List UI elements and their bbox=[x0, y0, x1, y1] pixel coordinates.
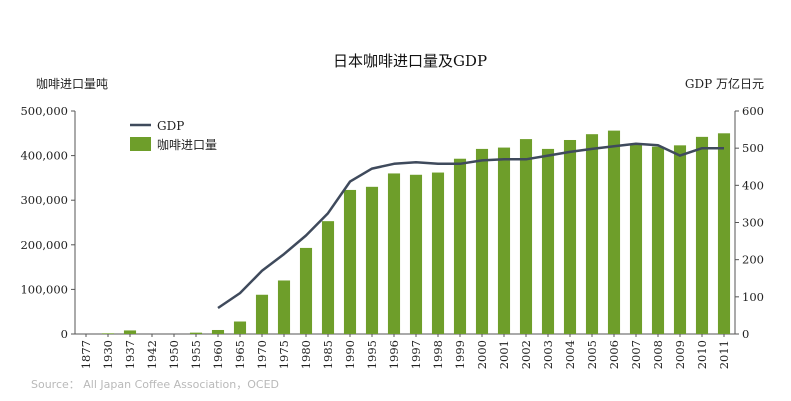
left-tick-label: 300,000 bbox=[20, 193, 68, 207]
x-tick-label: 2011 bbox=[717, 340, 731, 369]
import-bar bbox=[541, 148, 555, 334]
import-bar bbox=[475, 148, 489, 334]
x-tick-label: 1996 bbox=[387, 340, 401, 369]
import-bar bbox=[519, 139, 533, 334]
x-tick-label: 2007 bbox=[629, 340, 643, 369]
import-bar bbox=[365, 186, 379, 334]
import-bar bbox=[695, 136, 709, 334]
gdp-line bbox=[217, 142, 724, 310]
x-tick-label: 1970 bbox=[255, 340, 269, 369]
source-note: Source： All Japan Coffee Association，OCE… bbox=[31, 378, 279, 391]
import-bar bbox=[101, 333, 115, 334]
right-tick-label: 500 bbox=[742, 141, 764, 155]
import-bar bbox=[233, 321, 247, 334]
right-tick-label: 200 bbox=[742, 253, 764, 267]
import-bar bbox=[607, 130, 621, 334]
left-tick-label: 0 bbox=[61, 327, 68, 341]
import-bar bbox=[497, 147, 511, 334]
x-tick-label: 2003 bbox=[541, 340, 555, 369]
import-bar bbox=[629, 144, 643, 334]
import-bar bbox=[321, 221, 335, 334]
right-tick-label: 600 bbox=[742, 104, 764, 118]
x-tick-label: 1995 bbox=[365, 340, 379, 369]
import-bar bbox=[673, 145, 687, 334]
right-tick-label: 300 bbox=[742, 216, 764, 230]
import-bar bbox=[453, 158, 467, 334]
x-tick-label: 2010 bbox=[695, 340, 709, 369]
chart-title: 日本咖啡进口量及GDP bbox=[333, 52, 487, 70]
x-tick-label: 2001 bbox=[497, 340, 511, 369]
right-tick-label: 400 bbox=[742, 178, 764, 192]
import-bar bbox=[387, 173, 401, 334]
import-bar bbox=[717, 133, 731, 334]
x-tick-label: 1937 bbox=[123, 340, 137, 369]
legend-import-label: 咖啡进口量 bbox=[157, 137, 217, 152]
right-tick-label: 100 bbox=[742, 290, 764, 304]
x-tick-label: 2008 bbox=[651, 340, 665, 369]
import-bar bbox=[343, 189, 357, 334]
x-tick-label: 1960 bbox=[211, 340, 225, 369]
x-tick-label: 1998 bbox=[431, 340, 445, 369]
x-tick-label: 2004 bbox=[563, 340, 577, 369]
left-axis-label: 咖啡进口量吨 bbox=[36, 76, 108, 91]
legend-import-swatch bbox=[130, 137, 151, 151]
plot-area: 0 100,000 200,000 300,000 400,000 500,000 0 100… bbox=[20, 104, 764, 369]
x-tick-label: 2002 bbox=[519, 340, 533, 369]
import-bar bbox=[409, 174, 423, 334]
import-bar bbox=[255, 294, 269, 334]
x-tick-label: 1999 bbox=[453, 340, 467, 369]
import-bar bbox=[189, 332, 203, 334]
x-tick-label: 2006 bbox=[607, 340, 621, 369]
left-tick-label: 400,000 bbox=[20, 149, 68, 163]
x-tick-label: 1975 bbox=[277, 340, 291, 369]
x-tick-label: 1990 bbox=[343, 340, 357, 369]
x-tick-label: 1980 bbox=[299, 340, 313, 369]
x-tick-label: 1942 bbox=[145, 340, 159, 369]
x-tick-label: 2000 bbox=[475, 340, 489, 369]
import-bar bbox=[123, 330, 137, 334]
import-bar bbox=[585, 134, 599, 334]
x-tick-label: 1997 bbox=[409, 340, 423, 369]
x-tick-label: 1877 bbox=[79, 340, 93, 369]
left-tick-label: 500,000 bbox=[20, 104, 68, 118]
legend-gdp-label: GDP bbox=[157, 119, 184, 133]
x-tick-label: 2009 bbox=[673, 340, 687, 369]
x-tick-label: 1965 bbox=[233, 340, 247, 369]
x-tick-label: 1955 bbox=[189, 340, 203, 369]
import-bar bbox=[299, 247, 313, 334]
legend: GDP 咖啡进口量 bbox=[130, 119, 217, 152]
import-bar bbox=[651, 146, 665, 334]
left-tick-label: 200,000 bbox=[20, 238, 68, 252]
x-tick-label: 2005 bbox=[585, 340, 599, 369]
x-tick-label: 1950 bbox=[167, 340, 181, 369]
right-tick-label: 0 bbox=[742, 327, 749, 341]
right-axis-label: GDP 万亿日元 bbox=[685, 76, 764, 91]
import-bar bbox=[277, 280, 291, 334]
left-tick-label: 100,000 bbox=[20, 282, 68, 296]
import-bar bbox=[431, 172, 445, 334]
import-bar bbox=[211, 329, 225, 334]
x-tick-label: 1985 bbox=[321, 340, 335, 369]
x-tick-label: 1930 bbox=[101, 340, 115, 369]
import-bar bbox=[563, 139, 577, 334]
